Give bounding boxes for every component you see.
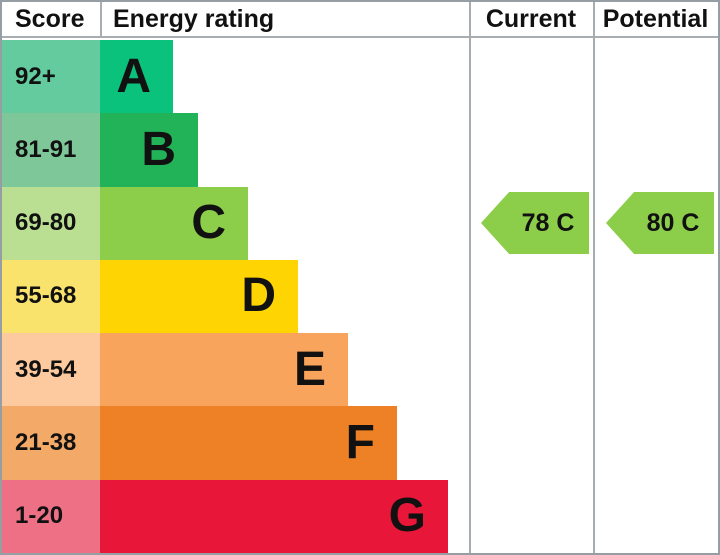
- band-bar-c: C: [100, 186, 248, 260]
- band-bar-g: G: [100, 479, 448, 553]
- band-row-e: 39-54 E: [2, 333, 718, 407]
- rating-bands: 92+ A 81-91 B 69-80 C 55-68 D 39-54 E 21…: [2, 40, 718, 553]
- band-letter-g: G: [388, 489, 426, 543]
- score-range-g: 1-20: [2, 479, 100, 553]
- current-column-divider: [469, 2, 471, 553]
- band-row-f: 21-38 F: [2, 406, 718, 480]
- band-row-c: 69-80 C: [2, 186, 718, 260]
- band-row-g: 1-20 G: [2, 479, 718, 553]
- score-range-d: 55-68: [2, 259, 100, 334]
- energy-rating-column-header: Energy rating: [113, 5, 275, 33]
- score-range-b: 81-91: [2, 113, 100, 187]
- band-row-a: 92+ A: [2, 40, 718, 114]
- band-letter-a: A: [116, 49, 151, 103]
- current-rating-value: 78 C: [521, 208, 575, 237]
- band-row-d: 55-68 D: [2, 259, 718, 334]
- score-range-e: 39-54: [2, 333, 100, 407]
- score-column-header: Score: [15, 5, 85, 33]
- current-column-header: Current: [485, 5, 577, 33]
- band-bar-f: F: [100, 406, 397, 480]
- band-letter-f: F: [345, 415, 375, 469]
- band-letter-b: B: [141, 122, 176, 176]
- band-bar-b: B: [100, 113, 198, 187]
- potential-column-header: Potential: [602, 5, 709, 33]
- band-letter-e: E: [293, 342, 326, 396]
- band-bar-e: E: [100, 333, 348, 407]
- score-range-f: 21-38: [2, 406, 100, 480]
- score-range-c: 69-80: [2, 186, 100, 260]
- score-range-a: 92+: [2, 40, 100, 114]
- potential-rating-value: 80 C: [646, 208, 700, 237]
- table-header: Score Energy rating Current Potential: [2, 2, 718, 38]
- band-letter-d: D: [241, 269, 276, 323]
- band-bar-a: A: [100, 40, 173, 114]
- potential-column-divider: [593, 2, 595, 553]
- band-letter-c: C: [191, 196, 226, 250]
- band-bar-d: D: [100, 259, 298, 334]
- band-row-b: 81-91 B: [2, 113, 718, 187]
- score-rating-header-divider: [100, 2, 102, 36]
